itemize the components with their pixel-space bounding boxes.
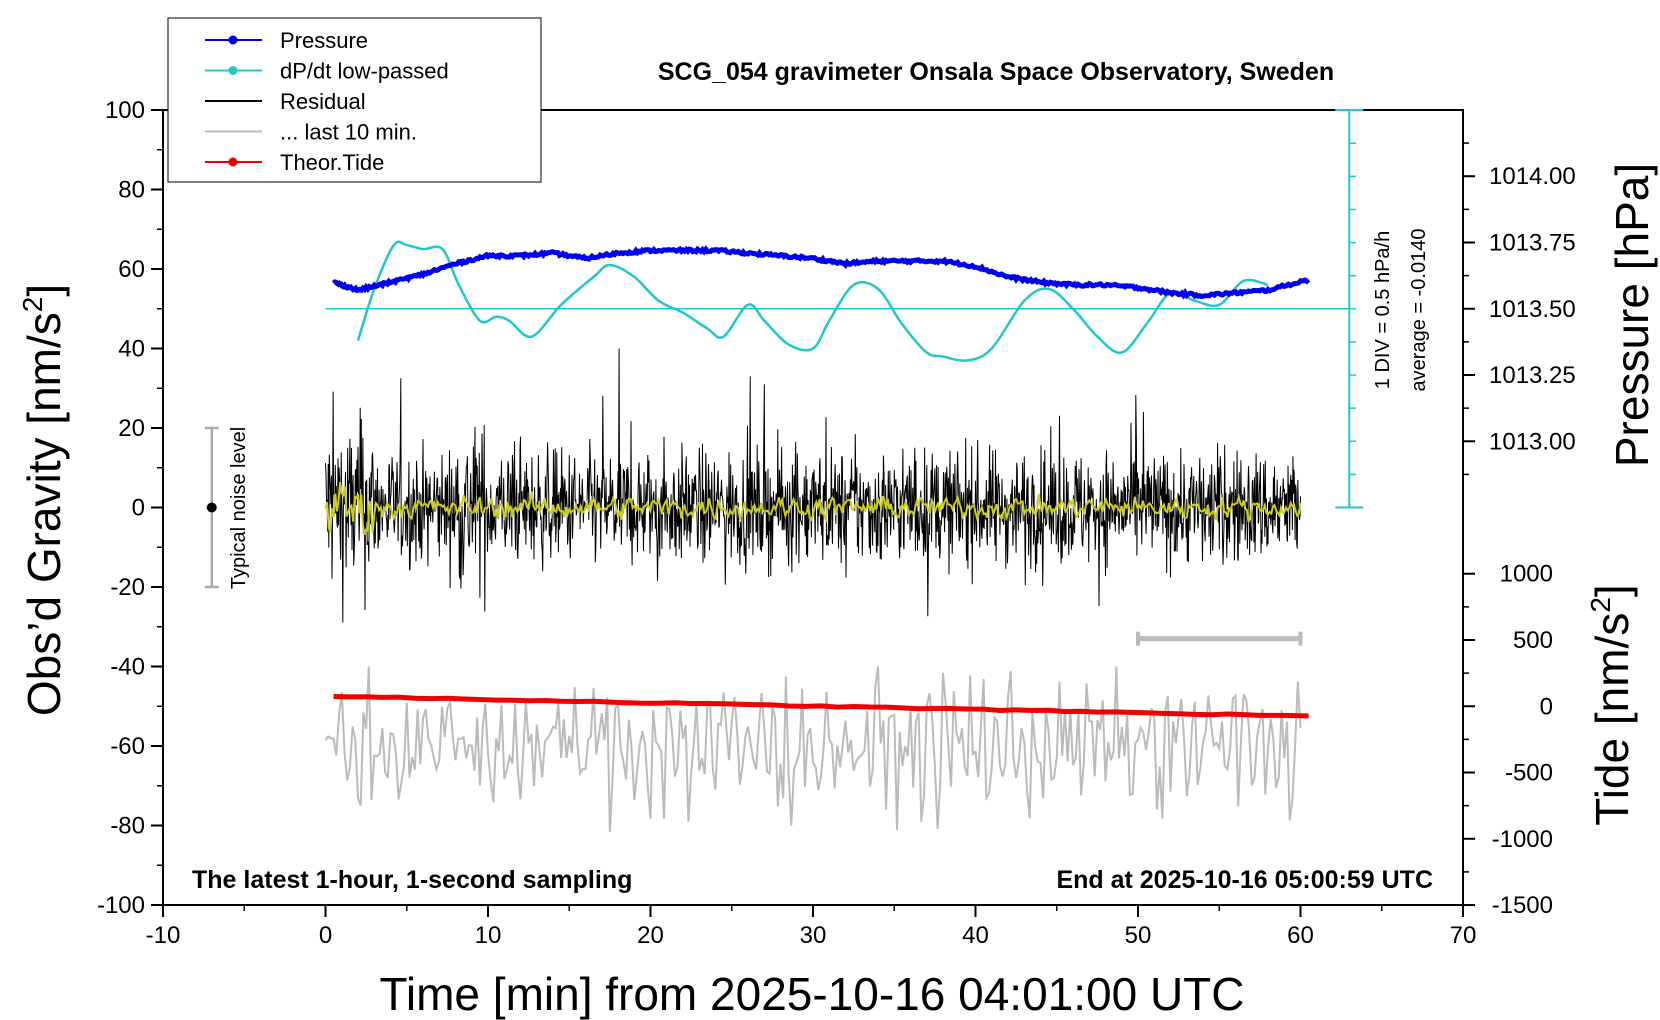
pressure-tick-label: 1014.00: [1489, 163, 1576, 190]
noise-bar-center-dot: [206, 502, 217, 513]
x-tick-label: 70: [1450, 922, 1477, 949]
subtitle-left: The latest 1-hour, 1-second sampling: [192, 866, 632, 894]
x-tick-label: 50: [1125, 922, 1152, 949]
average-label: average = -0.0140: [1408, 229, 1430, 392]
tide-tick-label: 500: [1513, 627, 1553, 654]
subtitle-right: End at 2025-10-16 05:00:59 UTC: [1056, 866, 1433, 894]
tide-tick-label: -500: [1505, 760, 1553, 787]
y-axis-ticks: 100 80 60 40 20 0 -20 -40 -60 -80 -100: [97, 97, 163, 919]
legend-label: Theor.Tide: [280, 150, 384, 175]
y-axis-left-label-end: ]: [18, 284, 70, 297]
y-tick-label: 80: [118, 177, 145, 204]
legend-swatch-marker: [228, 35, 238, 45]
x-axis-ticks: -10 0 10 20 30 40 50 60 70: [146, 905, 1477, 949]
pressure-axis-ticks: 1014.00 1013.75 1013.50 1013.25 1013.00: [1463, 142, 1576, 476]
y-tick-label: -60: [110, 733, 145, 760]
y-axis-left-label-sup: 2: [17, 297, 48, 313]
tide-axis-label-main: Tide [nm/s: [1586, 613, 1638, 826]
yellow-smoothed-line: [324, 482, 1302, 535]
y-axis-left-label: Obs’d Gravity [nm/s2]: [17, 284, 70, 716]
noise-label: Typical noise level: [228, 427, 250, 589]
y-tick-label: 100: [105, 97, 145, 124]
legend-swatch-marker: [228, 66, 238, 75]
ten-minute-bar: [1136, 631, 1303, 646]
series-layer: [324, 240, 1350, 832]
y-tick-label: 20: [118, 415, 145, 442]
pressure-tick-label: 1013.50: [1489, 296, 1576, 323]
tide-axis-label-sup: 2: [1585, 597, 1616, 613]
tide-tick-label: -1500: [1492, 892, 1553, 919]
legend-label: Residual: [280, 89, 366, 114]
dpdt-scale-bar: [1335, 109, 1364, 509]
y-tick-label: 60: [118, 256, 145, 283]
pressure-tick-label: 1013.25: [1489, 362, 1576, 389]
y-tick-label: -80: [110, 813, 145, 840]
x-tick-label: 30: [800, 922, 827, 949]
dpdt-series-line: [356, 240, 1269, 362]
tide-axis-label: Tide [nm/s2]: [1585, 584, 1638, 825]
tide-tick-label: 1000: [1500, 561, 1553, 588]
tide-tick-label: 0: [1540, 693, 1553, 720]
y-tick-label: -40: [110, 654, 145, 681]
tide-axis-ticks: 1000 500 0 -500 -1000 -1500: [1463, 561, 1553, 919]
y-tick-label: -100: [97, 892, 145, 919]
pressure-tick-label: 1013.00: [1489, 428, 1576, 455]
y-tick-label: 40: [118, 336, 145, 363]
x-tick-label: -10: [146, 922, 181, 949]
tide-tick-label: -1000: [1492, 826, 1553, 853]
residual-series-line: [325, 348, 1301, 623]
y-axis-left-label-main: Obs’d Gravity [nm/s: [18, 312, 70, 716]
legend-label: Pressure: [280, 28, 368, 53]
pressure-series-line: [331, 245, 1311, 300]
last10-series-line: [324, 666, 1302, 832]
x-axis-label: Time [min] from 2025-10-16 04:01:00 UTC: [380, 968, 1245, 1020]
tide-series-line: [333, 694, 1309, 719]
chart-title: SCG_054 gravimeter Onsala Space Observat…: [658, 58, 1334, 86]
x-tick-label: 10: [475, 922, 502, 949]
y-tick-label: 0: [132, 495, 145, 522]
pressure-tick-label: 1013.75: [1489, 229, 1576, 256]
y-tick-label: -20: [110, 574, 145, 601]
legend-swatch-marker: [228, 157, 238, 167]
legend-label: dP/dt low-passed: [280, 59, 449, 84]
legend-label: ... last 10 min.: [280, 120, 417, 145]
x-tick-label: 20: [637, 922, 664, 949]
pressure-axis-label: Pressure [hPa]: [1606, 163, 1658, 467]
tide-axis-label-end: ]: [1586, 584, 1638, 597]
x-tick-label: 60: [1287, 922, 1314, 949]
x-tick-label: 40: [962, 922, 989, 949]
div-label: 1 DIV = 0.5 hPa/h: [1372, 231, 1394, 389]
x-tick-label: 0: [319, 922, 332, 949]
legend: Pressure dP/dt low-passed Residual ... last…: [167, 17, 542, 183]
noise-level-bar: [204, 426, 219, 589]
